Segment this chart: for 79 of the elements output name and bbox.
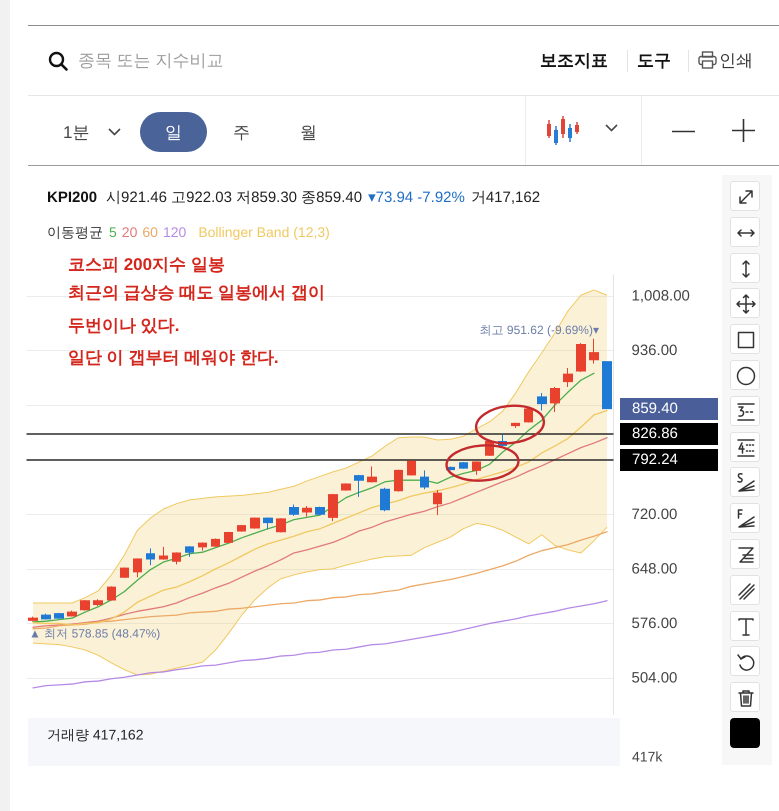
text: 주 [233,122,250,144]
candlestick [276,518,286,533]
candlestick [576,342,586,372]
candlestick [185,546,194,558]
y-tick-label: 504.00 [632,670,678,687]
y-tick-label: 936.00 [632,342,678,360]
chart-title: KPI200 [47,189,98,206]
candlestick [41,613,51,620]
candlestick [107,586,116,602]
text: 60 [142,224,158,240]
candlestick [602,360,612,410]
candlestick [146,548,155,566]
y-tick-label: 1,008.00 [632,288,690,305]
text: 20 [122,224,138,240]
candlestick [394,469,403,492]
candlestick [120,566,129,578]
candlestick [328,493,338,522]
legend-title: 이동평균 [47,224,103,240]
candlestick [224,531,233,544]
text: 도구 [637,50,671,72]
candlestick [524,408,533,424]
candlestick [380,487,390,512]
candlestick [433,490,442,516]
candlestick [589,338,599,364]
candlestick [211,538,220,548]
annotation: 두번이나 있다. [68,316,180,336]
candlestick [354,474,364,498]
line-series [32,372,595,623]
candlestick [459,462,468,470]
y-tick-label: 720.00 [632,506,678,523]
text: 417k [632,748,662,766]
candlestick [67,610,77,618]
text: 5 [109,224,117,240]
candlestick [28,616,38,622]
annotation: ▲ 최저 578.85 (48.47%) [29,626,160,640]
candlestick [93,598,103,607]
line-series [32,531,608,630]
candlestick [341,482,351,492]
candlestick [511,422,520,428]
text: 거417,162 [470,189,540,206]
y-tick-label: 576.00 [632,614,678,632]
text: 859.40 [620,398,718,420]
candlestick [537,392,547,411]
text: 보조지표 [540,50,608,72]
candlestick [367,466,377,483]
text: 1분 [63,122,90,144]
text: 인쇄 [719,50,753,72]
text: 월 [300,122,317,144]
text: 120 [162,224,186,240]
candlestick [54,612,64,620]
selected-tab: 일 [140,112,207,152]
candlestick [172,552,181,565]
candlestick [407,460,416,476]
candlestick [263,516,273,530]
annotation: 최근의 급상승 때도 일봉에서 갭이 [68,282,325,304]
candlestick [302,505,312,518]
candlestick [472,460,481,476]
candlestick [250,516,260,530]
candlestick [159,546,168,560]
candlestick [80,599,90,612]
candlestick [237,524,246,532]
text: 종목 또는 지수비교 [78,50,224,72]
text: ▾73.94 -7.92% [368,189,465,206]
text: 코스피 200지수 일봉 [68,254,225,276]
candlestick [420,470,429,490]
candlestick [550,386,560,412]
line-series [32,600,608,689]
chart-subtitle: 시921.46 고922.03 저859.30 종859.40 [106,189,362,206]
text: Bollinger Band (12,3) [198,224,330,240]
annotation: 일단 이 갭부터 메워야 한다. [68,348,279,368]
text: 792.24 [620,448,718,470]
candlestick [563,368,573,388]
text: 거래량 417,162 [47,726,144,744]
candlestick [315,506,325,516]
text: 826.86 [620,422,718,444]
candlestick [198,542,207,552]
y-tick-label: 648.00 [632,560,678,578]
candlestick [133,558,142,578]
candlestick [289,504,299,516]
